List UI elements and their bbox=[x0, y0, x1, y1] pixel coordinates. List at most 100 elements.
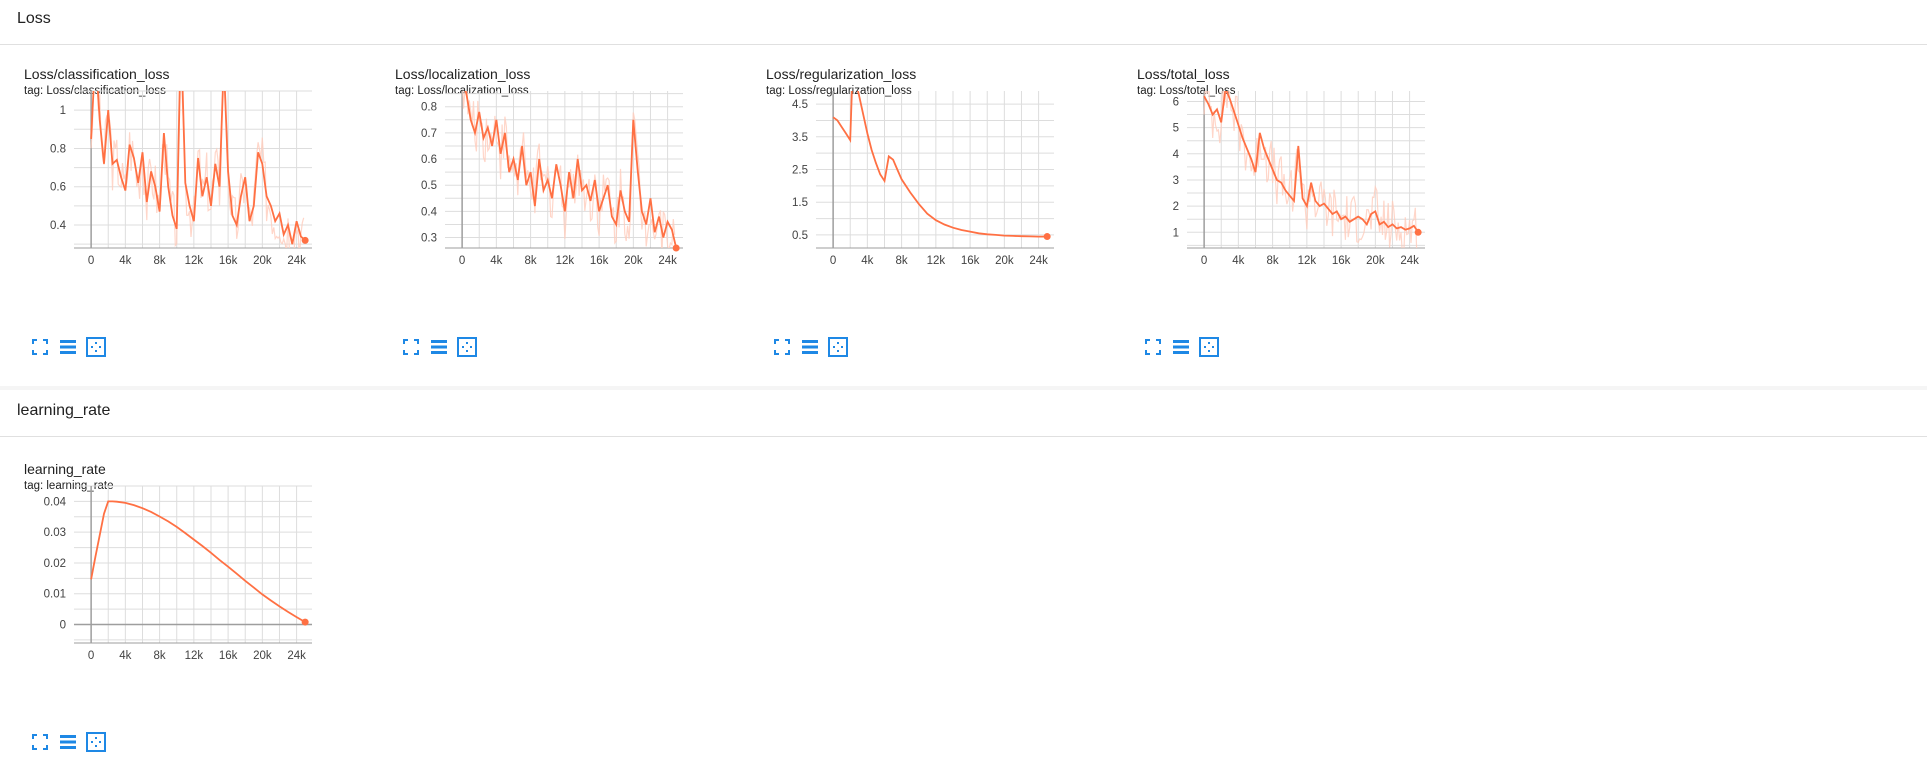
list-icon bbox=[60, 735, 76, 749]
y-tick-label: 0.6 bbox=[50, 182, 66, 194]
chart-card-learning-rate: learning_rate tag: learning_rate 0 4k 8k 12… bbox=[18, 455, 378, 755]
fit-domain-icon bbox=[457, 337, 477, 357]
fit-domain-button[interactable] bbox=[84, 335, 108, 359]
section-header-learning-rate[interactable]: learning_rate bbox=[0, 390, 1927, 437]
list-button[interactable] bbox=[56, 730, 80, 754]
y-tick-label: 1 bbox=[1173, 227, 1179, 239]
list-icon bbox=[1173, 340, 1189, 354]
section-header-loss[interactable]: Loss bbox=[0, 0, 1927, 45]
x-tick-label: 24k bbox=[658, 255, 677, 267]
series-last-point bbox=[301, 236, 309, 244]
fullscreen-icon bbox=[32, 734, 48, 750]
x-tick-label: 24k bbox=[287, 650, 306, 662]
chart-card-total-loss: Loss/total_loss tag: Loss/total_loss 0 4k… bbox=[1131, 60, 1491, 360]
x-tick-label: 12k bbox=[1298, 255, 1317, 267]
fullscreen-button[interactable] bbox=[28, 730, 52, 754]
x-tick-label: 20k bbox=[995, 255, 1014, 267]
series-line bbox=[1203, 91, 1419, 233]
x-tick-label: 4k bbox=[490, 255, 502, 267]
fullscreen-icon bbox=[774, 339, 790, 355]
x-tick-label: 24k bbox=[1029, 255, 1048, 267]
y-tick-label: 0.02 bbox=[44, 558, 66, 570]
y-tick-label: 0.4 bbox=[421, 206, 438, 218]
fullscreen-button[interactable] bbox=[770, 335, 794, 359]
series-group bbox=[90, 500, 306, 623]
x-tick-label: 20k bbox=[253, 650, 272, 662]
x-tick-label: 16k bbox=[590, 255, 609, 267]
series-last-point bbox=[1414, 228, 1422, 236]
chart-title: learning_rate bbox=[24, 461, 106, 477]
list-icon bbox=[431, 340, 447, 354]
y-tick-label: 0.4 bbox=[50, 220, 67, 232]
x-tick-label: 8k bbox=[1267, 255, 1279, 267]
x-tick-label: 8k bbox=[154, 650, 166, 662]
fit-domain-icon bbox=[86, 337, 106, 357]
y-tick-label: 0 bbox=[60, 620, 66, 632]
chart-plot[interactable]: 0 4k 8k 12k 16k 20k 24k 0.5 1.5 2.5 3.5 4.5 bbox=[760, 60, 1130, 330]
y-tick-label: 4.5 bbox=[792, 99, 808, 111]
x-tick-label: 4k bbox=[119, 650, 131, 662]
fullscreen-button[interactable] bbox=[28, 335, 52, 359]
x-tick-label: 20k bbox=[1366, 255, 1385, 267]
section-title: learning_rate bbox=[17, 402, 111, 419]
list-button[interactable] bbox=[56, 335, 80, 359]
y-tick-label: 0.7 bbox=[421, 128, 437, 140]
fullscreen-icon bbox=[403, 339, 419, 355]
y-tick-label: 2 bbox=[1173, 201, 1179, 213]
fullscreen-button[interactable] bbox=[1141, 335, 1165, 359]
series-group bbox=[1203, 91, 1419, 248]
chart-plot[interactable]: 0 4k 8k 12k 16k 20k 24k 1 2 3 4 5 6 bbox=[1131, 60, 1501, 330]
y-tick-label: 3 bbox=[1173, 175, 1179, 187]
y-tick-label: 1 bbox=[60, 105, 66, 117]
y-tick-label: 0.01 bbox=[44, 589, 66, 601]
y-tick-label: 0.8 bbox=[50, 143, 66, 155]
y-tick-label: 0.04 bbox=[44, 496, 67, 508]
series-last-point bbox=[301, 618, 309, 626]
x-tick-label: 4k bbox=[119, 255, 131, 267]
y-tick-label: 0.3 bbox=[421, 233, 437, 245]
x-tick-label: 24k bbox=[1400, 255, 1419, 267]
series-last-point bbox=[672, 244, 680, 252]
list-button[interactable] bbox=[1169, 335, 1193, 359]
chart-title: Loss/localization_loss bbox=[395, 66, 531, 82]
section-divider bbox=[0, 386, 1927, 390]
chart-plot[interactable]: 0 4k 8k 12k 16k 20k 24k 0 0.01 0.02 0.03 0.04 bbox=[18, 455, 388, 725]
fullscreen-icon bbox=[1145, 339, 1161, 355]
x-tick-label: 20k bbox=[253, 255, 272, 267]
list-button[interactable] bbox=[427, 335, 451, 359]
list-button[interactable] bbox=[798, 335, 822, 359]
fit-domain-button[interactable] bbox=[1197, 335, 1221, 359]
fullscreen-button[interactable] bbox=[399, 335, 423, 359]
chart-plot[interactable]: 0 4k 8k 12k 16k 20k 24k 0.4 0.6 0.8 1 bbox=[18, 60, 388, 330]
series-line bbox=[90, 500, 306, 623]
x-tick-label: 8k bbox=[896, 255, 908, 267]
fit-domain-button[interactable] bbox=[455, 335, 479, 359]
series-group bbox=[462, 91, 678, 248]
y-tick-label: 3.5 bbox=[792, 132, 808, 144]
x-tick-label: 8k bbox=[525, 255, 537, 267]
series-group bbox=[832, 91, 1048, 238]
section-title: Loss bbox=[17, 10, 51, 27]
chart-card-classification-loss: Loss/classification_loss tag: Loss/class… bbox=[18, 60, 378, 360]
chart-title: Loss/total_loss bbox=[1137, 66, 1230, 82]
series-line bbox=[464, 91, 678, 248]
fit-domain-icon bbox=[828, 337, 848, 357]
series-group bbox=[90, 91, 306, 248]
fit-domain-icon bbox=[1199, 337, 1219, 357]
x-tick-label: 16k bbox=[219, 255, 238, 267]
chart-title: Loss/classification_loss bbox=[24, 66, 170, 82]
fit-domain-button[interactable] bbox=[84, 730, 108, 754]
chart-tag: tag: Loss/regularization_loss bbox=[766, 85, 912, 97]
x-tick-label: 0 bbox=[459, 255, 465, 267]
x-tick-label: 12k bbox=[927, 255, 946, 267]
grid bbox=[74, 485, 312, 643]
chart-plot[interactable]: 0 4k 8k 12k 16k 20k 24k 0.3 0.4 0.5 0.6 0.7 0.8 bbox=[389, 60, 759, 330]
grid bbox=[74, 90, 312, 248]
x-tick-label: 24k bbox=[287, 255, 306, 267]
y-tick-label: 4 bbox=[1173, 149, 1180, 161]
x-tick-label: 4k bbox=[1232, 255, 1244, 267]
x-tick-label: 8k bbox=[154, 255, 166, 267]
fit-domain-button[interactable] bbox=[826, 335, 850, 359]
chart-title: Loss/regularization_loss bbox=[766, 66, 917, 82]
raw-series-line bbox=[462, 91, 676, 248]
